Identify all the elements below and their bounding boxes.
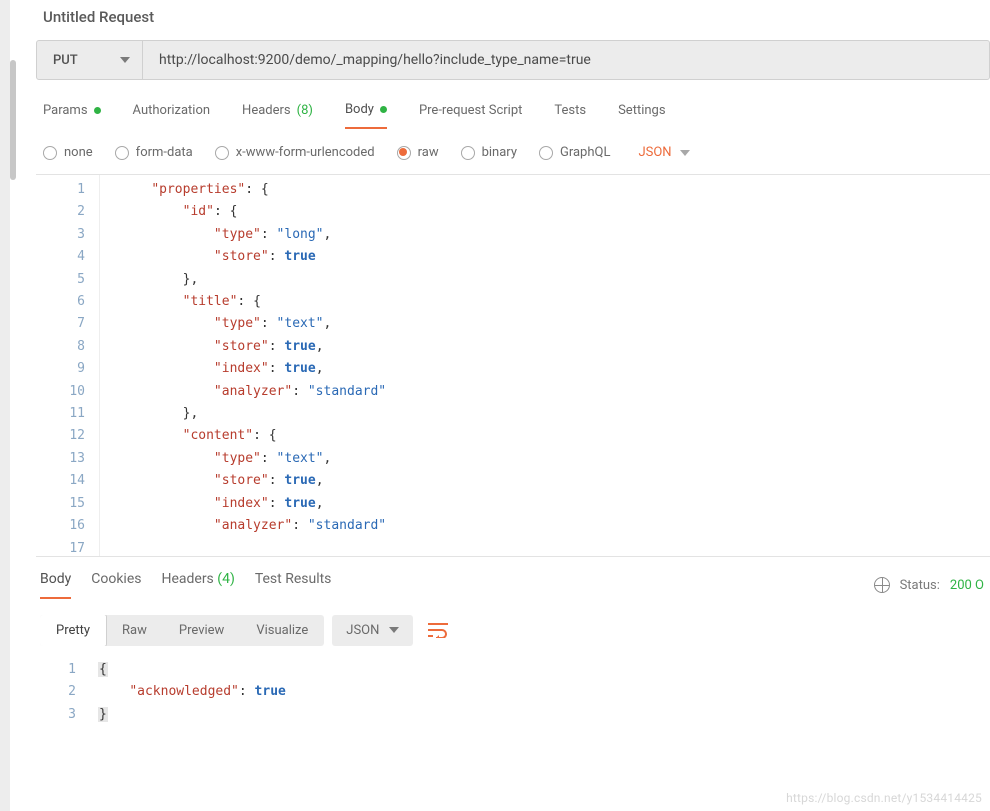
resp-tab-testresults[interactable]: Test Results	[255, 571, 332, 599]
chevron-down-icon	[120, 57, 130, 63]
bodytype-raw[interactable]: raw	[397, 145, 439, 160]
dot-icon	[94, 107, 101, 114]
editor-code[interactable]: { "acknowledged": true}	[90, 657, 286, 728]
response-view-segment: Pretty Raw Preview Visualize	[40, 615, 324, 646]
resp-tab-headers-label: Headers	[161, 571, 213, 587]
request-body-editor[interactable]: 1234567891011121314151617 "properties": …	[36, 174, 990, 556]
resp-tab-headers[interactable]: Headers (4)	[161, 571, 234, 599]
body-format-select[interactable]: JSON	[638, 145, 689, 160]
editor-gutter: 123	[36, 657, 90, 728]
resp-tab-body[interactable]: Body	[40, 571, 71, 599]
radio-icon	[397, 146, 411, 160]
view-pretty-button[interactable]: Pretty	[40, 615, 107, 646]
body-format-value: JSON	[638, 145, 671, 160]
tab-params-label: Params	[43, 103, 88, 118]
body-type-row: none form-data x-www-form-urlencoded raw…	[36, 129, 990, 174]
bodytype-none-label: none	[64, 145, 93, 160]
url-bar: PUT http://localhost:9200/demo/_mapping/…	[36, 40, 990, 80]
tab-body[interactable]: Body	[345, 102, 387, 129]
tab-headers-label: Headers	[242, 103, 291, 118]
tab-headers[interactable]: Headers (8)	[242, 102, 313, 129]
url-input[interactable]: http://localhost:9200/demo/_mapping/hell…	[143, 41, 989, 79]
view-visualize-button[interactable]: Visualize	[240, 615, 324, 646]
response-tabs: Body Cookies Headers (4) Test Results St…	[36, 556, 990, 599]
method-select[interactable]: PUT	[37, 41, 143, 79]
bodytype-xwww[interactable]: x-www-form-urlencoded	[215, 145, 375, 160]
bodytype-graphql[interactable]: GraphQL	[539, 145, 610, 160]
tab-authorization[interactable]: Authorization	[133, 102, 211, 129]
chevron-down-icon	[389, 627, 399, 633]
radio-icon	[215, 146, 229, 160]
tab-tests[interactable]: Tests	[554, 102, 586, 129]
radio-icon	[539, 146, 553, 160]
tab-params[interactable]: Params	[43, 102, 101, 129]
bodytype-binary[interactable]: binary	[461, 145, 517, 160]
response-toolbar: Pretty Raw Preview Visualize JSON	[36, 599, 990, 657]
watermark: https://blog.csdn.net/y1534414425	[786, 791, 982, 805]
tab-headers-count: (8)	[297, 103, 313, 118]
bodytype-none[interactable]: none	[43, 145, 93, 160]
dot-icon	[380, 106, 387, 113]
response-status: Status: 200 O	[874, 571, 990, 599]
bodytype-formdata[interactable]: form-data	[115, 145, 193, 160]
tab-settings[interactable]: Settings	[618, 102, 665, 129]
bodytype-formdata-label: form-data	[136, 145, 193, 160]
view-raw-button[interactable]: Raw	[106, 615, 163, 646]
radio-icon	[43, 146, 57, 160]
response-body-editor[interactable]: 123 { "acknowledged": true}	[36, 657, 990, 728]
tab-body-label: Body	[345, 102, 374, 117]
request-tabs: Params Authorization Headers (8) Body Pr…	[36, 80, 990, 129]
editor-code[interactable]: "properties": { "id": { "type": "long", …	[100, 175, 386, 556]
editor-gutter: 1234567891011121314151617	[36, 175, 100, 556]
radio-icon	[115, 146, 129, 160]
radio-icon	[461, 146, 475, 160]
response-format-value: JSON	[346, 623, 379, 638]
response-format-select[interactable]: JSON	[332, 615, 413, 646]
wrap-lines-button[interactable]	[421, 613, 455, 647]
bodytype-binary-label: binary	[482, 145, 517, 160]
status-label: Status:	[900, 578, 940, 593]
globe-icon[interactable]	[874, 577, 890, 593]
status-value: 200 O	[950, 578, 984, 593]
tab-prerequest[interactable]: Pre-request Script	[419, 102, 522, 129]
bodytype-graphql-label: GraphQL	[560, 145, 610, 160]
chevron-down-icon	[680, 150, 690, 156]
method-value: PUT	[53, 53, 78, 68]
request-title: Untitled Request	[36, 0, 990, 40]
bodytype-raw-label: raw	[418, 145, 439, 160]
resp-tab-cookies[interactable]: Cookies	[91, 571, 141, 599]
view-preview-button[interactable]: Preview	[163, 615, 240, 646]
url-value: http://localhost:9200/demo/_mapping/hell…	[159, 52, 591, 68]
bodytype-xwww-label: x-www-form-urlencoded	[236, 145, 375, 160]
resp-tab-headers-count: (4)	[217, 571, 235, 587]
